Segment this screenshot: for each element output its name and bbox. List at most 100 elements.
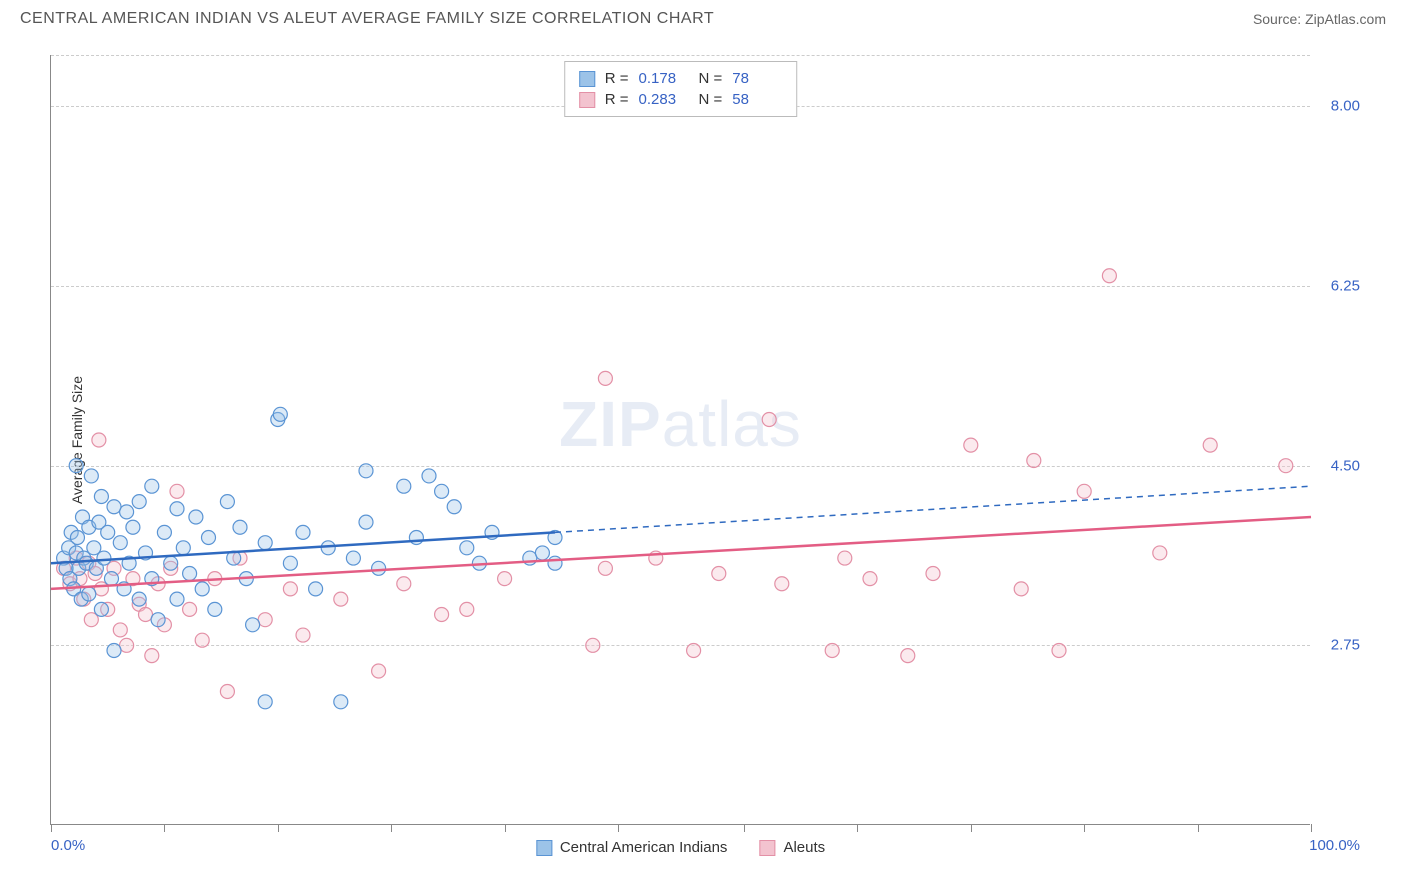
- scatter-point-aleut: [435, 608, 449, 622]
- n-value-aleut: 58: [732, 91, 782, 108]
- y-tick-label: 6.25: [1331, 278, 1360, 295]
- scatter-point-cai: [107, 643, 121, 657]
- scatter-point-aleut: [113, 623, 127, 637]
- scatter-point-cai: [447, 500, 461, 514]
- scatter-point-cai: [309, 582, 323, 596]
- scatter-point-cai: [69, 459, 83, 473]
- scatter-point-aleut: [1014, 582, 1028, 596]
- scatter-point-cai: [94, 602, 108, 616]
- scatter-point-aleut: [762, 412, 776, 426]
- scatter-point-cai: [372, 561, 386, 575]
- legend-stats-row-cai: R = 0.178 N = 78: [579, 68, 783, 89]
- scatter-point-cai: [170, 502, 184, 516]
- scatter-point-aleut: [498, 572, 512, 586]
- scatter-point-aleut: [586, 638, 600, 652]
- scatter-point-aleut: [1102, 269, 1116, 283]
- scatter-point-cai: [283, 556, 297, 570]
- scatter-point-aleut: [1279, 459, 1293, 473]
- scatter-point-cai: [202, 531, 216, 545]
- legend-stats: R = 0.178 N = 78 R = 0.283 N = 58: [564, 61, 798, 117]
- scatter-point-cai: [170, 592, 184, 606]
- scatter-point-aleut: [775, 577, 789, 591]
- scatter-point-aleut: [334, 592, 348, 606]
- legend-item-cai: Central American Indians: [536, 839, 728, 856]
- scatter-point-aleut: [1153, 546, 1167, 560]
- scatter-point-cai: [70, 531, 84, 545]
- scatter-point-cai: [94, 489, 108, 503]
- scatter-point-cai: [397, 479, 411, 493]
- legend-series: Central American Indians Aleuts: [536, 839, 825, 856]
- scatter-point-aleut: [195, 633, 209, 647]
- scatter-point-cai: [176, 541, 190, 555]
- x-tick: [1084, 824, 1085, 832]
- chart-header: CENTRAL AMERICAN INDIAN VS ALEUT AVERAGE…: [0, 0, 1406, 36]
- scatter-point-cai: [220, 495, 234, 509]
- scatter-point-aleut: [220, 685, 234, 699]
- scatter-point-cai: [97, 551, 111, 565]
- scatter-point-cai: [258, 536, 272, 550]
- scatter-point-cai: [84, 469, 98, 483]
- scatter-point-cai: [151, 613, 165, 627]
- scatter-point-cai: [548, 556, 562, 570]
- legend-swatch-aleut-bottom: [759, 840, 775, 856]
- scatter-point-aleut: [926, 566, 940, 580]
- scatter-point-aleut: [120, 638, 134, 652]
- scatter-point-cai: [183, 566, 197, 580]
- plot-area: Average Family Size 2.754.506.258.00 ZIP…: [50, 55, 1310, 825]
- scatter-point-aleut: [170, 484, 184, 498]
- x-tick: [744, 824, 745, 832]
- chart-title: CENTRAL AMERICAN INDIAN VS ALEUT AVERAGE…: [20, 10, 714, 28]
- scatter-point-cai: [258, 695, 272, 709]
- x-tick: [278, 824, 279, 832]
- x-tick: [618, 824, 619, 832]
- scatter-point-aleut: [460, 602, 474, 616]
- y-tick-label: 2.75: [1331, 637, 1360, 654]
- scatter-point-aleut: [598, 561, 612, 575]
- scatter-svg: [51, 55, 1311, 825]
- scatter-point-cai: [460, 541, 474, 555]
- x-tick: [391, 824, 392, 832]
- y-tick-label: 8.00: [1331, 98, 1360, 115]
- scatter-point-cai: [104, 572, 118, 586]
- scatter-point-aleut: [1203, 438, 1217, 452]
- x-tick: [505, 824, 506, 832]
- scatter-point-aleut: [1052, 643, 1066, 657]
- scatter-point-cai: [346, 551, 360, 565]
- legend-item-aleut: Aleuts: [759, 839, 825, 856]
- scatter-point-aleut: [92, 433, 106, 447]
- r-label-cai: R =: [605, 70, 629, 87]
- legend-label-cai: Central American Indians: [560, 839, 728, 856]
- legend-label-aleut: Aleuts: [783, 839, 825, 856]
- r-value-cai: 0.178: [639, 70, 689, 87]
- scatter-point-cai: [334, 695, 348, 709]
- legend-swatch-aleut: [579, 92, 595, 108]
- r-value-aleut: 0.283: [639, 91, 689, 108]
- scatter-point-aleut: [598, 371, 612, 385]
- n-label-cai: N =: [699, 70, 723, 87]
- scatter-point-aleut: [397, 577, 411, 591]
- legend-stats-row-aleut: R = 0.283 N = 58: [579, 89, 783, 110]
- scatter-point-aleut: [183, 602, 197, 616]
- legend-swatch-cai-bottom: [536, 840, 552, 856]
- scatter-point-aleut: [296, 628, 310, 642]
- scatter-point-aleut: [838, 551, 852, 565]
- x-tick: [1198, 824, 1199, 832]
- scatter-point-aleut: [712, 566, 726, 580]
- scatter-point-cai: [126, 520, 140, 534]
- scatter-point-cai: [132, 592, 146, 606]
- x-min-label: 0.0%: [51, 837, 85, 854]
- scatter-point-cai: [157, 525, 171, 539]
- scatter-point-cai: [246, 618, 260, 632]
- scatter-point-cai: [359, 464, 373, 478]
- scatter-point-cai: [164, 556, 178, 570]
- scatter-point-cai: [132, 495, 146, 509]
- scatter-point-aleut: [258, 613, 272, 627]
- scatter-point-aleut: [145, 649, 159, 663]
- chart-container: Average Family Size 2.754.506.258.00 ZIP…: [50, 55, 1360, 825]
- n-label-aleut: N =: [699, 91, 723, 108]
- scatter-point-cai: [189, 510, 203, 524]
- scatter-point-aleut: [825, 643, 839, 657]
- source-label: Source: ZipAtlas.com: [1253, 11, 1386, 27]
- scatter-point-cai: [120, 505, 134, 519]
- scatter-point-aleut: [1077, 484, 1091, 498]
